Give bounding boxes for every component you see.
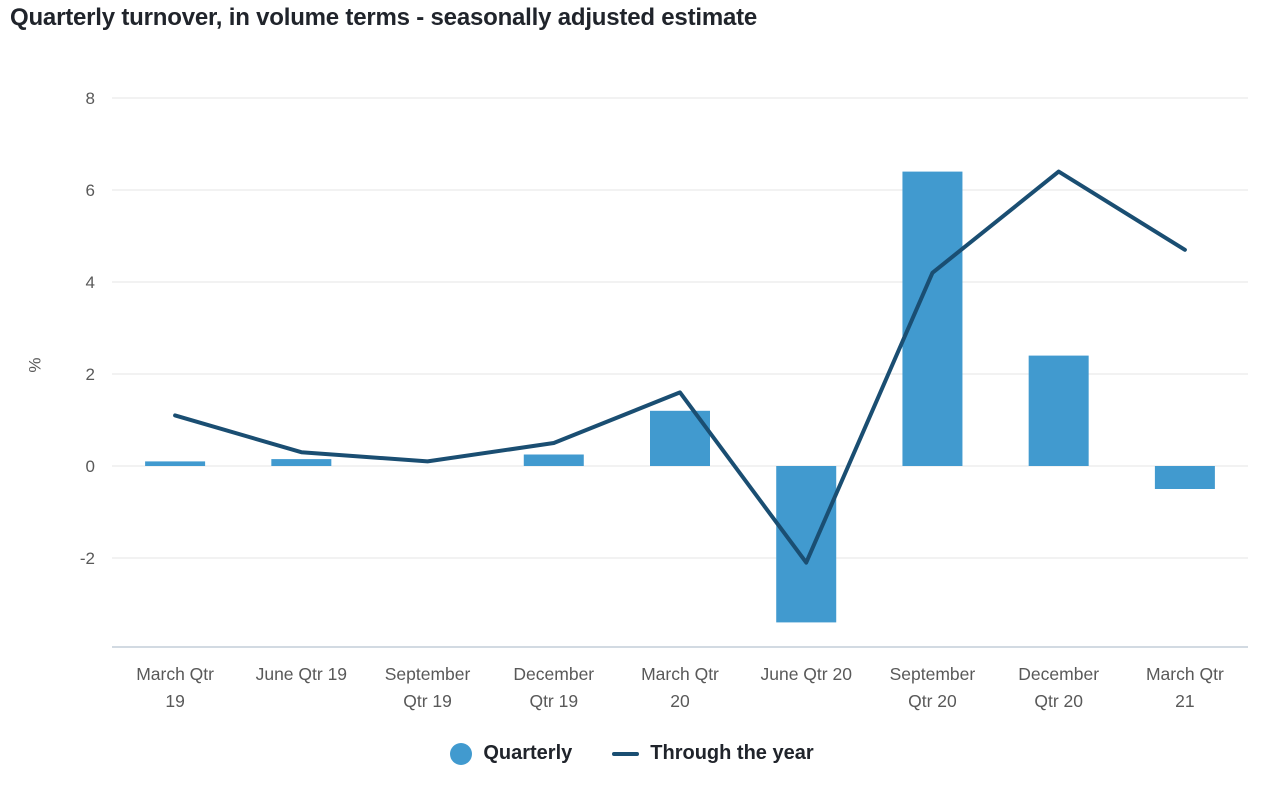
x-axis-label: September xyxy=(385,664,471,684)
y-tick-label: 2 xyxy=(86,365,95,384)
legend-line-icon xyxy=(612,751,640,756)
chart-title: Quarterly turnover, in volume terms - se… xyxy=(10,4,758,31)
y-axis-labels: 8 6 4 2 0 -2 xyxy=(80,89,95,568)
x-axis-label: March Qtr xyxy=(1146,664,1224,684)
x-axis-label: 19 xyxy=(165,691,184,711)
x-axis-label: March Qtr xyxy=(136,664,214,684)
x-axis-label: June Qtr 20 xyxy=(760,664,852,684)
bar-march-qtr-19[interactable] xyxy=(145,461,206,466)
x-axis-label: September xyxy=(890,664,976,684)
legend-circle-icon xyxy=(450,742,473,765)
x-axis-label: 21 xyxy=(1175,691,1194,711)
bar-december-qtr-20[interactable] xyxy=(1028,355,1089,466)
bar-june-qtr-19[interactable] xyxy=(271,459,332,466)
x-axis-label: Qtr 20 xyxy=(1034,691,1083,711)
bar-june-qtr-20[interactable] xyxy=(776,466,837,623)
x-axis-label: December xyxy=(513,664,594,684)
x-axis-label: Qtr 19 xyxy=(529,691,578,711)
y-tick-label: 0 xyxy=(86,457,95,476)
bar-march-qtr-21[interactable] xyxy=(1154,466,1215,489)
legend-label: Quarterly xyxy=(483,742,573,764)
x-axis-label: March Qtr xyxy=(641,664,719,684)
x-axis-labels: March Qtr 19 June Qtr 19 September Qtr 19 Dec… xyxy=(136,664,1224,711)
y-tick-label: 4 xyxy=(86,273,95,292)
gridlines xyxy=(112,97,1248,559)
legend-item-through-the-year[interactable]: Through the year xyxy=(612,742,814,765)
legend-label: Through the year xyxy=(650,742,814,764)
y-tick-label: 6 xyxy=(86,181,95,200)
bar-series-quarterly xyxy=(145,171,1215,623)
bar-december-qtr-19[interactable] xyxy=(523,454,584,467)
chart-legend: Quarterly Through the year xyxy=(0,742,1264,765)
x-axis-label: December xyxy=(1018,664,1099,684)
x-axis-label: 20 xyxy=(670,691,690,711)
y-tick-label: -2 xyxy=(80,549,95,568)
legend-item-quarterly[interactable]: Quarterly xyxy=(450,742,572,765)
y-tick-label: 8 xyxy=(86,89,95,108)
x-axis-label: Qtr 20 xyxy=(908,691,957,711)
x-axis-label: Qtr 19 xyxy=(403,691,452,711)
line-through-the-year[interactable] xyxy=(173,169,1187,565)
x-axis-label: June Qtr 19 xyxy=(256,664,347,684)
